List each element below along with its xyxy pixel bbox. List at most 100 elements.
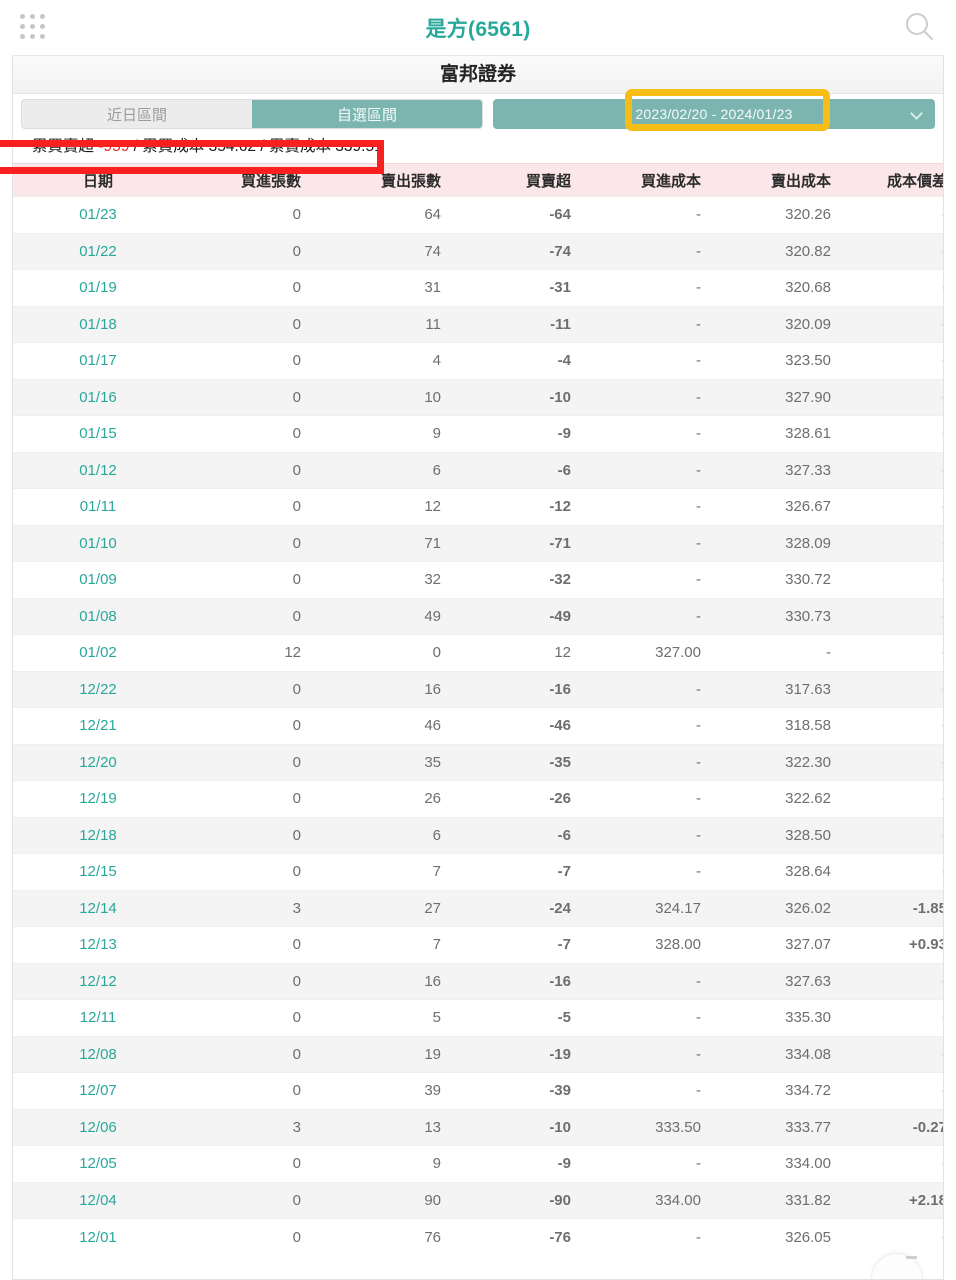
cell-sell_cost: 326.67: [723, 488, 853, 525]
cell-diff: -: [853, 415, 943, 452]
cell-diff: -: [853, 1145, 943, 1182]
cell-diff: -: [853, 196, 943, 233]
cell-buy_cost: -: [593, 305, 723, 343]
cell-buy: 0: [183, 1072, 323, 1109]
cell-buy: 0: [183, 524, 323, 562]
cell-buy: 0: [183, 853, 323, 890]
cell-buy_cost: -: [593, 707, 723, 744]
summary-sell-cost-value: 339.51: [335, 138, 383, 155]
table-row[interactable]: 12/13 0 7 -7 328.00 327.07 +0.93: [13, 926, 943, 963]
cell-date: 01/02: [13, 634, 183, 671]
cell-diff: -: [853, 342, 943, 379]
cell-date: 12/21: [13, 707, 183, 744]
cell-net: -7: [463, 926, 593, 963]
cell-sell_cost: 323.50: [723, 342, 853, 379]
summary-sep-2: /: [256, 138, 269, 155]
cell-diff: -: [853, 707, 943, 744]
cell-net: -7: [463, 853, 593, 890]
col-header-sell-cost[interactable]: 賣出成本: [723, 163, 853, 197]
cell-buy_cost: -: [593, 1072, 723, 1109]
cell-sell: 46: [323, 707, 463, 744]
cell-date: 01/18: [13, 305, 183, 343]
tab-custom-range[interactable]: 自選區間: [252, 100, 482, 128]
cell-sell: 6: [323, 451, 463, 489]
cell-date: 12/13: [13, 926, 183, 963]
cell-buy: 0: [183, 1218, 323, 1255]
cell-net: -6: [463, 451, 593, 489]
cell-buy_cost: 328.00: [593, 926, 723, 963]
cell-sell_cost: 322.30: [723, 743, 853, 781]
cell-sell: 9: [323, 1145, 463, 1182]
summary-sell-cost-label: 累賣成本: [268, 138, 331, 155]
cell-net: -6: [463, 816, 593, 854]
search-icon[interactable]: [900, 8, 940, 48]
cell-diff: -: [853, 1072, 943, 1109]
grid-menu-icon[interactable]: [20, 14, 48, 42]
cell-sell_cost: 327.90: [723, 378, 853, 416]
date-range-dropdown[interactable]: 2023/02/20 - 2024/01/23: [493, 99, 935, 129]
col-header-cost-diff[interactable]: 成本價差: [853, 163, 943, 197]
cell-sell: 74: [323, 232, 463, 270]
cell-buy: 0: [183, 561, 323, 598]
tab-recent-range[interactable]: 近日區間: [22, 100, 252, 128]
cell-sell: 76: [323, 1218, 463, 1255]
col-header-date[interactable]: 日期: [13, 163, 183, 197]
range-mode-segmented-control: 近日區間 自選區間: [21, 99, 483, 129]
cell-net: -64: [463, 196, 593, 233]
cell-buy: 0: [183, 962, 323, 1000]
cell-buy: 0: [183, 1145, 323, 1182]
cell-buy_cost: -: [593, 780, 723, 817]
cell-buy: 0: [183, 488, 323, 525]
cell-buy: 0: [183, 780, 323, 817]
cell-net: -39: [463, 1072, 593, 1109]
cell-diff: -: [853, 962, 943, 1000]
col-header-net[interactable]: 買賣超: [463, 163, 593, 197]
col-header-buy-lots[interactable]: 買進張數: [183, 163, 323, 197]
table-row[interactable]: 12/04 0 90 -90 334.00 331.82 +2.18: [13, 1181, 943, 1219]
cell-buy_cost: -: [593, 597, 723, 635]
cell-sell_cost: 326.05: [723, 1218, 853, 1255]
cell-sell_cost: 320.26: [723, 196, 853, 233]
col-header-buy-cost[interactable]: 買進成本: [593, 163, 723, 197]
cell-date: 01/15: [13, 415, 183, 452]
cell-net: -71: [463, 524, 593, 562]
table-row[interactable]: 12/06 3 13 -10 333.50 333.77 -0.27: [13, 1108, 943, 1146]
cell-date: 12/11: [13, 999, 183, 1036]
cell-diff: -1.85: [853, 889, 943, 927]
scroll-indicator: [906, 1256, 917, 1259]
cell-date: 12/04: [13, 1181, 183, 1219]
grid-dot: [30, 34, 35, 39]
cell-buy_cost: -: [593, 1218, 723, 1255]
col-header-sell-lots[interactable]: 賣出張數: [323, 163, 463, 197]
cell-date: 12/22: [13, 670, 183, 708]
table-row[interactable]: 12/14 3 27 -24 324.17 326.02 -1.85: [13, 889, 943, 927]
grid-dot: [20, 14, 25, 19]
cell-sell_cost: 320.82: [723, 232, 853, 270]
cell-net: -16: [463, 962, 593, 1000]
